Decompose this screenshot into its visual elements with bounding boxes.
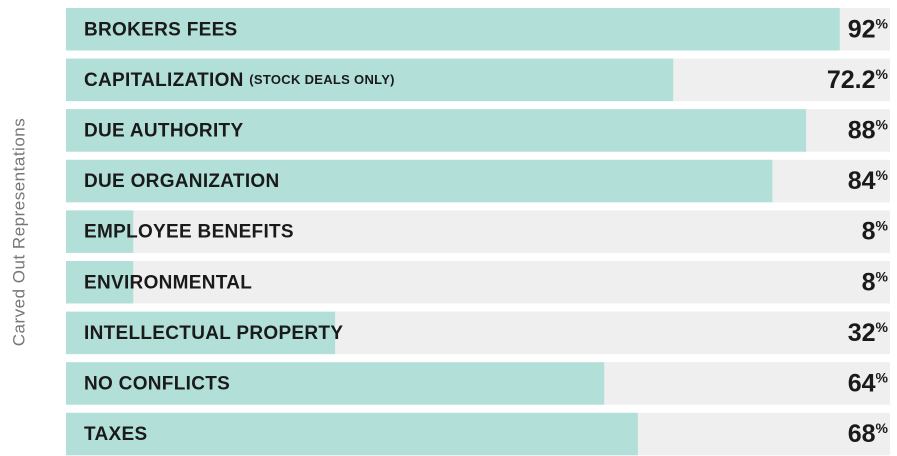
bar-track bbox=[66, 210, 890, 253]
value-label: 68% bbox=[848, 420, 889, 448]
y-axis-label: Carved Out Representations bbox=[9, 118, 28, 346]
bar bbox=[66, 159, 773, 203]
category-label: EMPLOYEE BENEFITS bbox=[84, 222, 294, 243]
bar bbox=[66, 261, 134, 304]
bar bbox=[66, 362, 605, 405]
category-label: DUE AUTHORITY bbox=[84, 120, 243, 141]
bar bbox=[66, 311, 336, 355]
value-label: 64% bbox=[848, 369, 889, 397]
category-label: ENVIRONMENTAL bbox=[84, 272, 252, 293]
value-label: 84% bbox=[848, 167, 889, 195]
bar-track bbox=[66, 261, 890, 304]
value-label: 88% bbox=[848, 116, 889, 144]
value-label: 8% bbox=[862, 268, 889, 296]
bar bbox=[66, 412, 638, 456]
category-label: TAXES bbox=[84, 424, 147, 445]
bar bbox=[66, 8, 840, 51]
bar bbox=[66, 210, 134, 253]
value-label: 92% bbox=[848, 15, 889, 43]
category-label: INTELLECTUAL PROPERTY bbox=[84, 323, 343, 344]
category-label: DUE ORGANIZATION bbox=[84, 171, 280, 192]
bar bbox=[66, 109, 807, 152]
value-label: 8% bbox=[862, 217, 889, 245]
value-label: 72.2% bbox=[827, 65, 889, 93]
value-label: 32% bbox=[848, 318, 889, 346]
category-label: CAPITALIZATION (STOCK DEALS ONLY) bbox=[84, 70, 395, 91]
bar bbox=[66, 58, 674, 102]
category-label: NO CONFLICTS bbox=[84, 373, 230, 394]
category-label: BROKERS FEES bbox=[84, 19, 238, 40]
